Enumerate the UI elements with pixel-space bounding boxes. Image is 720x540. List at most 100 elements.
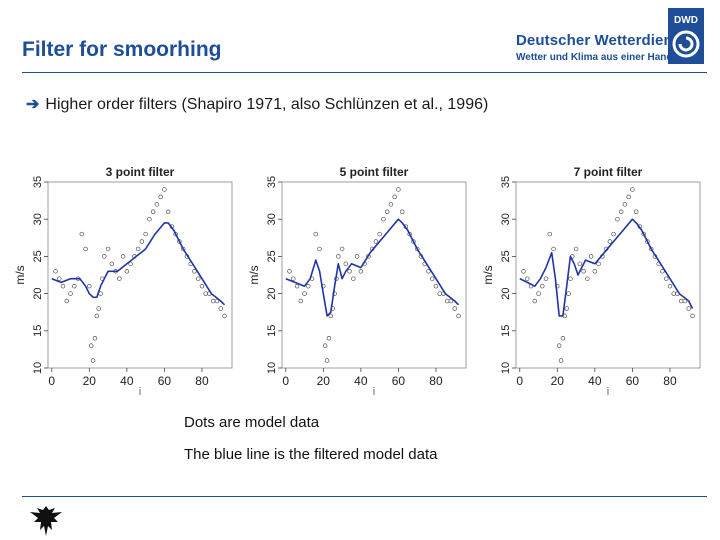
data-point [328,313,334,319]
y-tick-label: 25 [266,250,278,262]
data-point [173,231,178,237]
data-point [343,261,349,267]
data-point [573,246,579,252]
x-tick-label: 0 [48,374,55,388]
x-tick-label: 60 [626,374,640,388]
data-point [105,246,111,252]
data-point [426,269,431,274]
x-tick-label: 40 [588,374,602,388]
data-point [645,239,650,244]
data-point [592,269,598,274]
data-point [525,276,530,281]
data-point [358,269,364,274]
x-tick-label: 0 [516,374,523,388]
filtered-line [519,218,694,317]
x-tick-label: 80 [195,374,209,388]
y-tick-label: 10 [500,362,512,374]
data-point [165,209,171,215]
data-point [180,246,186,252]
data-point [596,261,601,267]
data-point [551,246,556,252]
data-point [660,269,665,274]
data-point [64,298,70,304]
data-point [147,216,152,222]
data-point [92,335,98,341]
y-tick-label: 35 [500,176,512,188]
y-axis-label: m/s [247,265,261,284]
data-point [57,276,62,281]
data-point [667,283,673,289]
x-tick-label: 40 [354,374,368,388]
y-tick-label: 15 [266,325,278,337]
data-point [690,313,695,319]
data-point [177,239,182,244]
brand-name: Deutscher Wetterdienst [516,32,687,49]
data-point [195,276,201,281]
brand-block: Deutscher Wetterdienst Wetter und Klima … [516,30,696,70]
data-point [326,335,332,341]
data-point [218,306,223,311]
data-point [102,254,107,259]
plot-frame [515,181,701,369]
data-point [384,209,390,215]
data-point [96,306,101,311]
data-point [611,231,616,237]
data-point [294,283,300,289]
header-divider [22,72,707,73]
data-point [433,283,439,289]
data-point [87,283,92,289]
filtered-line [51,222,226,306]
data-point [452,306,457,311]
data-point [124,269,130,274]
data-point [536,291,541,296]
data-point [560,335,566,341]
data-point [641,231,646,237]
data-point [618,209,624,215]
data-point [540,283,545,289]
data-point [192,269,197,274]
data-point [626,194,631,200]
slide-title: Filter for smoorhing [22,38,222,61]
data-point [117,276,122,281]
bullet-arrow-icon: ➔ [26,96,40,113]
data-point [222,313,227,319]
data-point [72,283,77,289]
data-point [79,231,85,237]
y-tick-label: 25 [500,250,512,262]
data-point [322,343,328,348]
plot-7-point-filter: 7 point filter 10 15 20 25 30 35 0 20 40 60 80 i m/s [481,165,701,398]
y-tick-label: 35 [266,176,278,188]
data-point [671,291,676,296]
data-point [437,291,442,296]
x-tick-label: 20 [83,374,97,388]
y-tick-label: 10 [32,362,44,374]
data-point [448,298,454,304]
data-point [630,187,635,192]
plot-frame [281,181,467,369]
data-point [381,216,386,222]
bullet-line: ➔ Higher order filters (Shapiro 1971, als… [26,94,488,114]
data-point [429,276,435,281]
y-axis-label: m/s [481,265,495,284]
y-tick-label: 25 [32,250,44,262]
x-tick-label: 20 [317,374,331,388]
data-point [68,291,73,296]
data-point [407,231,412,237]
data-point [354,254,360,259]
data-point [633,209,639,215]
y-tick-label: 20 [32,287,44,299]
x-tick-label: 60 [158,374,172,388]
data-point [456,313,461,319]
y-tick-label: 15 [500,325,512,337]
caption-blue-line: The blue line is the filtered model data [184,446,438,463]
x-tick-label: 0 [282,374,289,388]
data-point [521,269,526,274]
data-point [396,187,401,192]
data-point [547,231,553,237]
data-point [150,209,156,215]
y-axis-label: m/s [13,265,27,284]
data-point [214,298,220,304]
data-point [302,291,307,296]
data-point [377,231,382,237]
y-tick-label: 20 [500,287,512,299]
